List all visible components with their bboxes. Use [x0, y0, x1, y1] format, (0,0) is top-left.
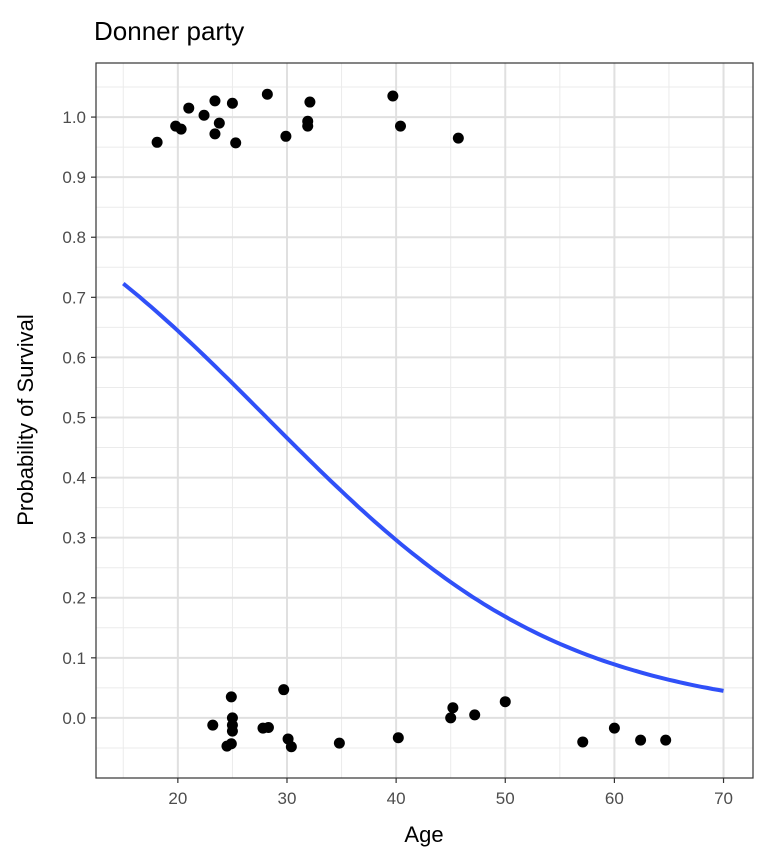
y-tick-label: 0.3	[62, 529, 86, 548]
plot-background	[96, 63, 753, 778]
y-tick-label: 0.8	[62, 228, 86, 247]
data-point	[278, 684, 290, 696]
data-point	[304, 96, 316, 108]
data-point	[469, 709, 481, 721]
data-point	[209, 95, 221, 107]
data-point	[183, 102, 195, 114]
y-tick-label: 0.4	[62, 469, 86, 488]
data-point	[230, 137, 242, 149]
data-point	[577, 736, 589, 748]
x-tick-label: 70	[714, 789, 733, 808]
data-point	[452, 132, 464, 144]
y-tick-label: 0.1	[62, 649, 86, 668]
x-tick-label: 30	[278, 789, 297, 808]
data-point	[447, 702, 459, 714]
data-point	[660, 734, 672, 746]
data-point	[151, 136, 163, 148]
logistic-fit-line	[122, 282, 724, 693]
plot-panel-border	[95, 62, 754, 779]
y-tick-label: 0.5	[62, 408, 86, 427]
data-point	[445, 712, 457, 724]
data-point	[499, 696, 511, 708]
data-point	[225, 691, 237, 703]
x-tick-label: 60	[605, 789, 624, 808]
data-point	[394, 120, 406, 132]
data-point	[207, 719, 219, 731]
x-tick-label: 40	[387, 789, 406, 808]
data-point	[333, 737, 345, 749]
points-group	[151, 88, 672, 753]
data-point	[302, 115, 314, 127]
x-tick-label: 50	[496, 789, 515, 808]
data-point	[285, 741, 297, 753]
data-point	[213, 117, 225, 129]
y-tick-label: 0.0	[62, 709, 86, 728]
data-point	[262, 722, 274, 734]
data-point	[209, 128, 221, 140]
data-point	[635, 734, 647, 746]
x-axis: 20 30 40 50 60 70	[168, 778, 733, 808]
y-axis-label: Probability of Survival	[13, 314, 38, 526]
fit-curve-group	[122, 282, 724, 693]
x-tick-label: 20	[168, 789, 187, 808]
grid	[96, 63, 753, 778]
y-tick-label: 0.9	[62, 168, 86, 187]
x-axis-label: Age	[404, 822, 443, 847]
y-tick-label: 0.2	[62, 589, 86, 608]
y-axis: 0.0 0.1 0.2 0.3 0.4 0.5 0.6 0.7 0.8 0.9 1.0	[62, 108, 96, 728]
data-point	[225, 738, 237, 750]
data-point	[175, 123, 187, 135]
data-point	[226, 97, 238, 109]
y-tick-label: 1.0	[62, 108, 86, 127]
data-point	[392, 732, 404, 744]
data-point	[608, 722, 620, 734]
y-tick-label: 0.6	[62, 348, 86, 367]
data-point	[387, 90, 399, 102]
y-tick-label: 0.7	[62, 288, 86, 307]
data-point	[198, 109, 210, 121]
chart-title: Donner party	[94, 16, 244, 46]
data-point	[280, 130, 292, 142]
data-point	[226, 725, 238, 737]
data-point	[261, 88, 273, 100]
